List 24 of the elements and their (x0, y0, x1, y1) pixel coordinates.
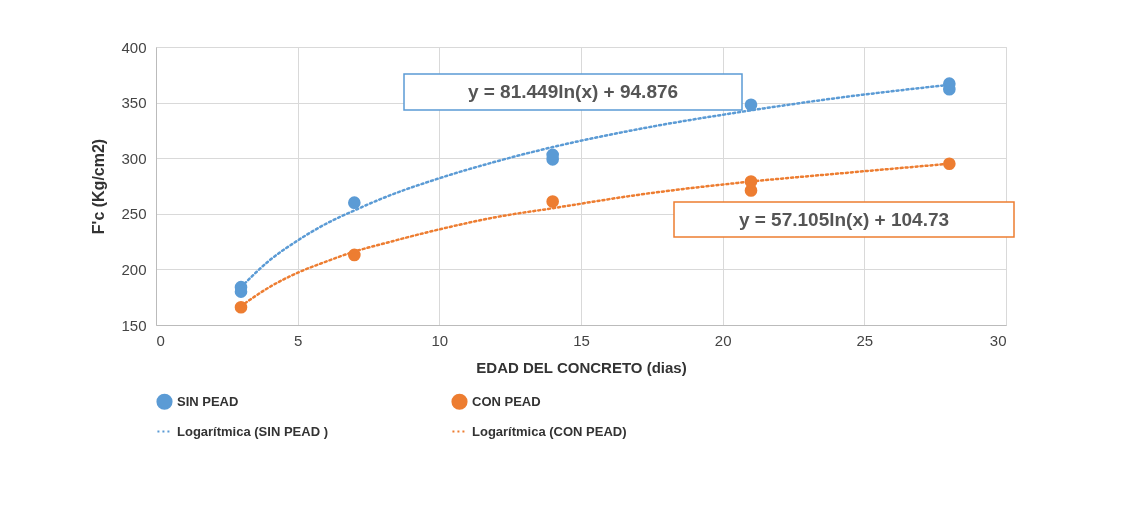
x-tick-label: 15 (573, 331, 590, 349)
y-tick-label: 150 (121, 316, 147, 334)
x-tick-label: 5 (293, 331, 303, 349)
annotation: y = 81.449ln(x) + 94.876 (467, 81, 679, 102)
legend-label: CON PEAD (472, 393, 541, 409)
x-tick-label: 30 (989, 331, 1007, 349)
x-tick-label: 25 (856, 331, 874, 349)
y-axis-title: F'c (Kg/cm2) (90, 138, 108, 235)
legend-label: Logarítmica (CON PEAD) (472, 423, 627, 439)
x-tick-label: 0 (156, 331, 165, 349)
point (348, 196, 361, 209)
annotation: y = 57.105ln(x) + 104.73 (738, 208, 950, 230)
point (943, 157, 956, 171)
point (546, 195, 559, 208)
y-tick-label: 300 (121, 149, 147, 167)
x-tick-label: 20 (714, 331, 732, 349)
y-tick-label: 250 (121, 205, 147, 223)
x-axis-title: EDAD DEL CONCRETO (dias) (476, 358, 687, 376)
y-tick-label: 200 (121, 260, 147, 278)
legend-label: Logarítmica (SIN PEAD ) (177, 423, 328, 439)
y-tick-label: 350 (121, 94, 147, 112)
legend-label: SIN PEAD (177, 393, 239, 409)
y-tick-label: 400 (121, 38, 147, 56)
x-tick-label: 10 (431, 331, 449, 349)
